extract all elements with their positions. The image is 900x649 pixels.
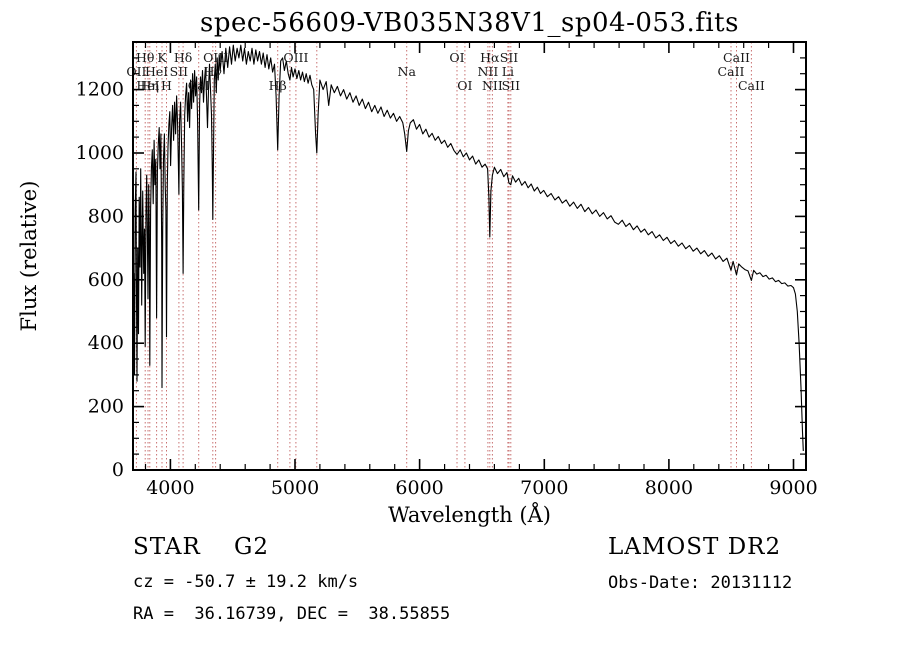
- spectral-line-label: SII: [502, 78, 521, 93]
- y-tick-label: 400: [88, 332, 124, 354]
- x-tick-label: 9000: [769, 477, 817, 499]
- x-axis-label: Wavelength (Å): [388, 503, 551, 527]
- redshift-velocity-text: cz = -50.7 ± 19.2 km/s: [133, 572, 359, 592]
- y-tick-label: 200: [88, 396, 124, 418]
- object-class-label: STAR G2: [133, 534, 270, 560]
- x-tick-label: 4000: [146, 477, 194, 499]
- x-tick-label: 5000: [271, 477, 319, 499]
- spectral-line-label: CaI: [188, 78, 210, 93]
- y-tick-label: 0: [112, 459, 124, 481]
- x-tick-label: 6000: [395, 477, 443, 499]
- plot-title: spec-56609-VB035N38V1_sp04-053.fits: [200, 8, 739, 38]
- survey-label: LAMOST DR2: [608, 534, 782, 560]
- y-axis-label: Flux (relative): [17, 180, 41, 332]
- ra-dec-text: RA = 36.16739, DEC = 38.55855: [133, 604, 451, 624]
- spectral-line-label: CaII: [723, 50, 750, 65]
- spectral-line-label: Hγ: [204, 64, 222, 79]
- obs-date-text: Obs-Date: 20131112: [608, 573, 793, 593]
- spectral-line-label: NII: [477, 64, 498, 79]
- x-tick-label: 7000: [520, 477, 568, 499]
- spectral-line-label: Hδ: [174, 50, 192, 65]
- spectral-line-label: OIII: [283, 50, 308, 65]
- x-tick-label: 8000: [645, 477, 693, 499]
- spectral-line-label: Na: [398, 64, 417, 79]
- spectral-line-label: HeI: [145, 64, 168, 79]
- y-tick-label: 600: [88, 269, 124, 291]
- y-tick-label: 1200: [76, 79, 124, 101]
- spectral-line-label: OIII: [203, 50, 228, 65]
- spectral-line-label: NII: [482, 78, 503, 93]
- spectral-line-label: K: [157, 50, 167, 65]
- spectral-line-label: SII: [500, 50, 519, 65]
- spectral-line-label: CaII: [738, 78, 765, 93]
- spectral-line-label: H: [161, 78, 172, 93]
- spectrum-path: [132, 44, 804, 452]
- spectral-line-label: SII: [170, 64, 189, 79]
- spectral-line-label: CaII: [718, 64, 745, 79]
- spectral-line-label: Li: [502, 64, 514, 79]
- spectral-line-label: OI: [457, 78, 472, 93]
- spectral-line-label: Hη: [141, 78, 159, 93]
- y-tick-label: 800: [88, 205, 124, 227]
- spectral-line-label: Hβ: [269, 78, 287, 93]
- spectral-line-label: OI: [449, 50, 464, 65]
- plot-box: [132, 41, 807, 471]
- spectral-line-label: Hθ: [136, 50, 154, 65]
- spectral-line-label: Hα: [480, 50, 500, 65]
- spectral-line-label: OII: [126, 64, 146, 79]
- y-tick-label: 1000: [76, 142, 124, 164]
